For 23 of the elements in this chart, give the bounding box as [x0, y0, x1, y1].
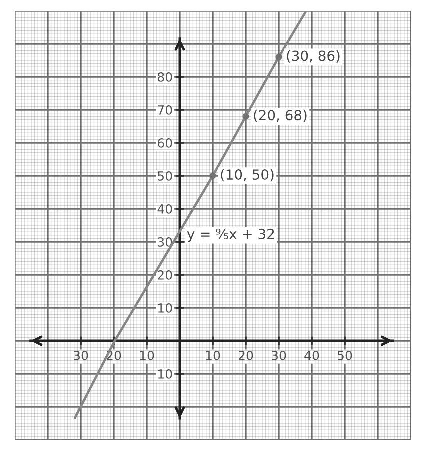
annotation: (20, 68): [254, 110, 307, 122]
y-tick-label: 60: [158, 138, 172, 148]
y-tick-label: 30: [158, 237, 172, 247]
y-tick-label: 40: [158, 204, 172, 214]
x-tick-label: 10: [206, 350, 220, 360]
y-tick-label: 10: [158, 369, 172, 379]
point: [276, 54, 282, 60]
annotation: y = ⁹⁄₅x + 32: [187, 228, 274, 242]
y-tick-label: 80: [158, 72, 172, 82]
point: [210, 172, 216, 180]
x-tick-label: 40: [304, 350, 320, 360]
y-tick-label: 50: [158, 171, 172, 181]
x-tick-label: 30: [74, 350, 88, 360]
x-tick-label: 10: [140, 350, 154, 360]
y-tick-label: 70: [158, 105, 172, 115]
annotation: (10, 50): [221, 169, 274, 182]
y-tick-label: 10: [158, 303, 172, 313]
point: [242, 113, 250, 120]
x-tick-label: 30: [272, 350, 286, 360]
annotation: (30, 86): [287, 50, 340, 63]
x-tick-label: 20: [238, 350, 254, 360]
y-tick-label: 20: [158, 270, 172, 280]
x-tick-label: 50: [338, 350, 352, 360]
